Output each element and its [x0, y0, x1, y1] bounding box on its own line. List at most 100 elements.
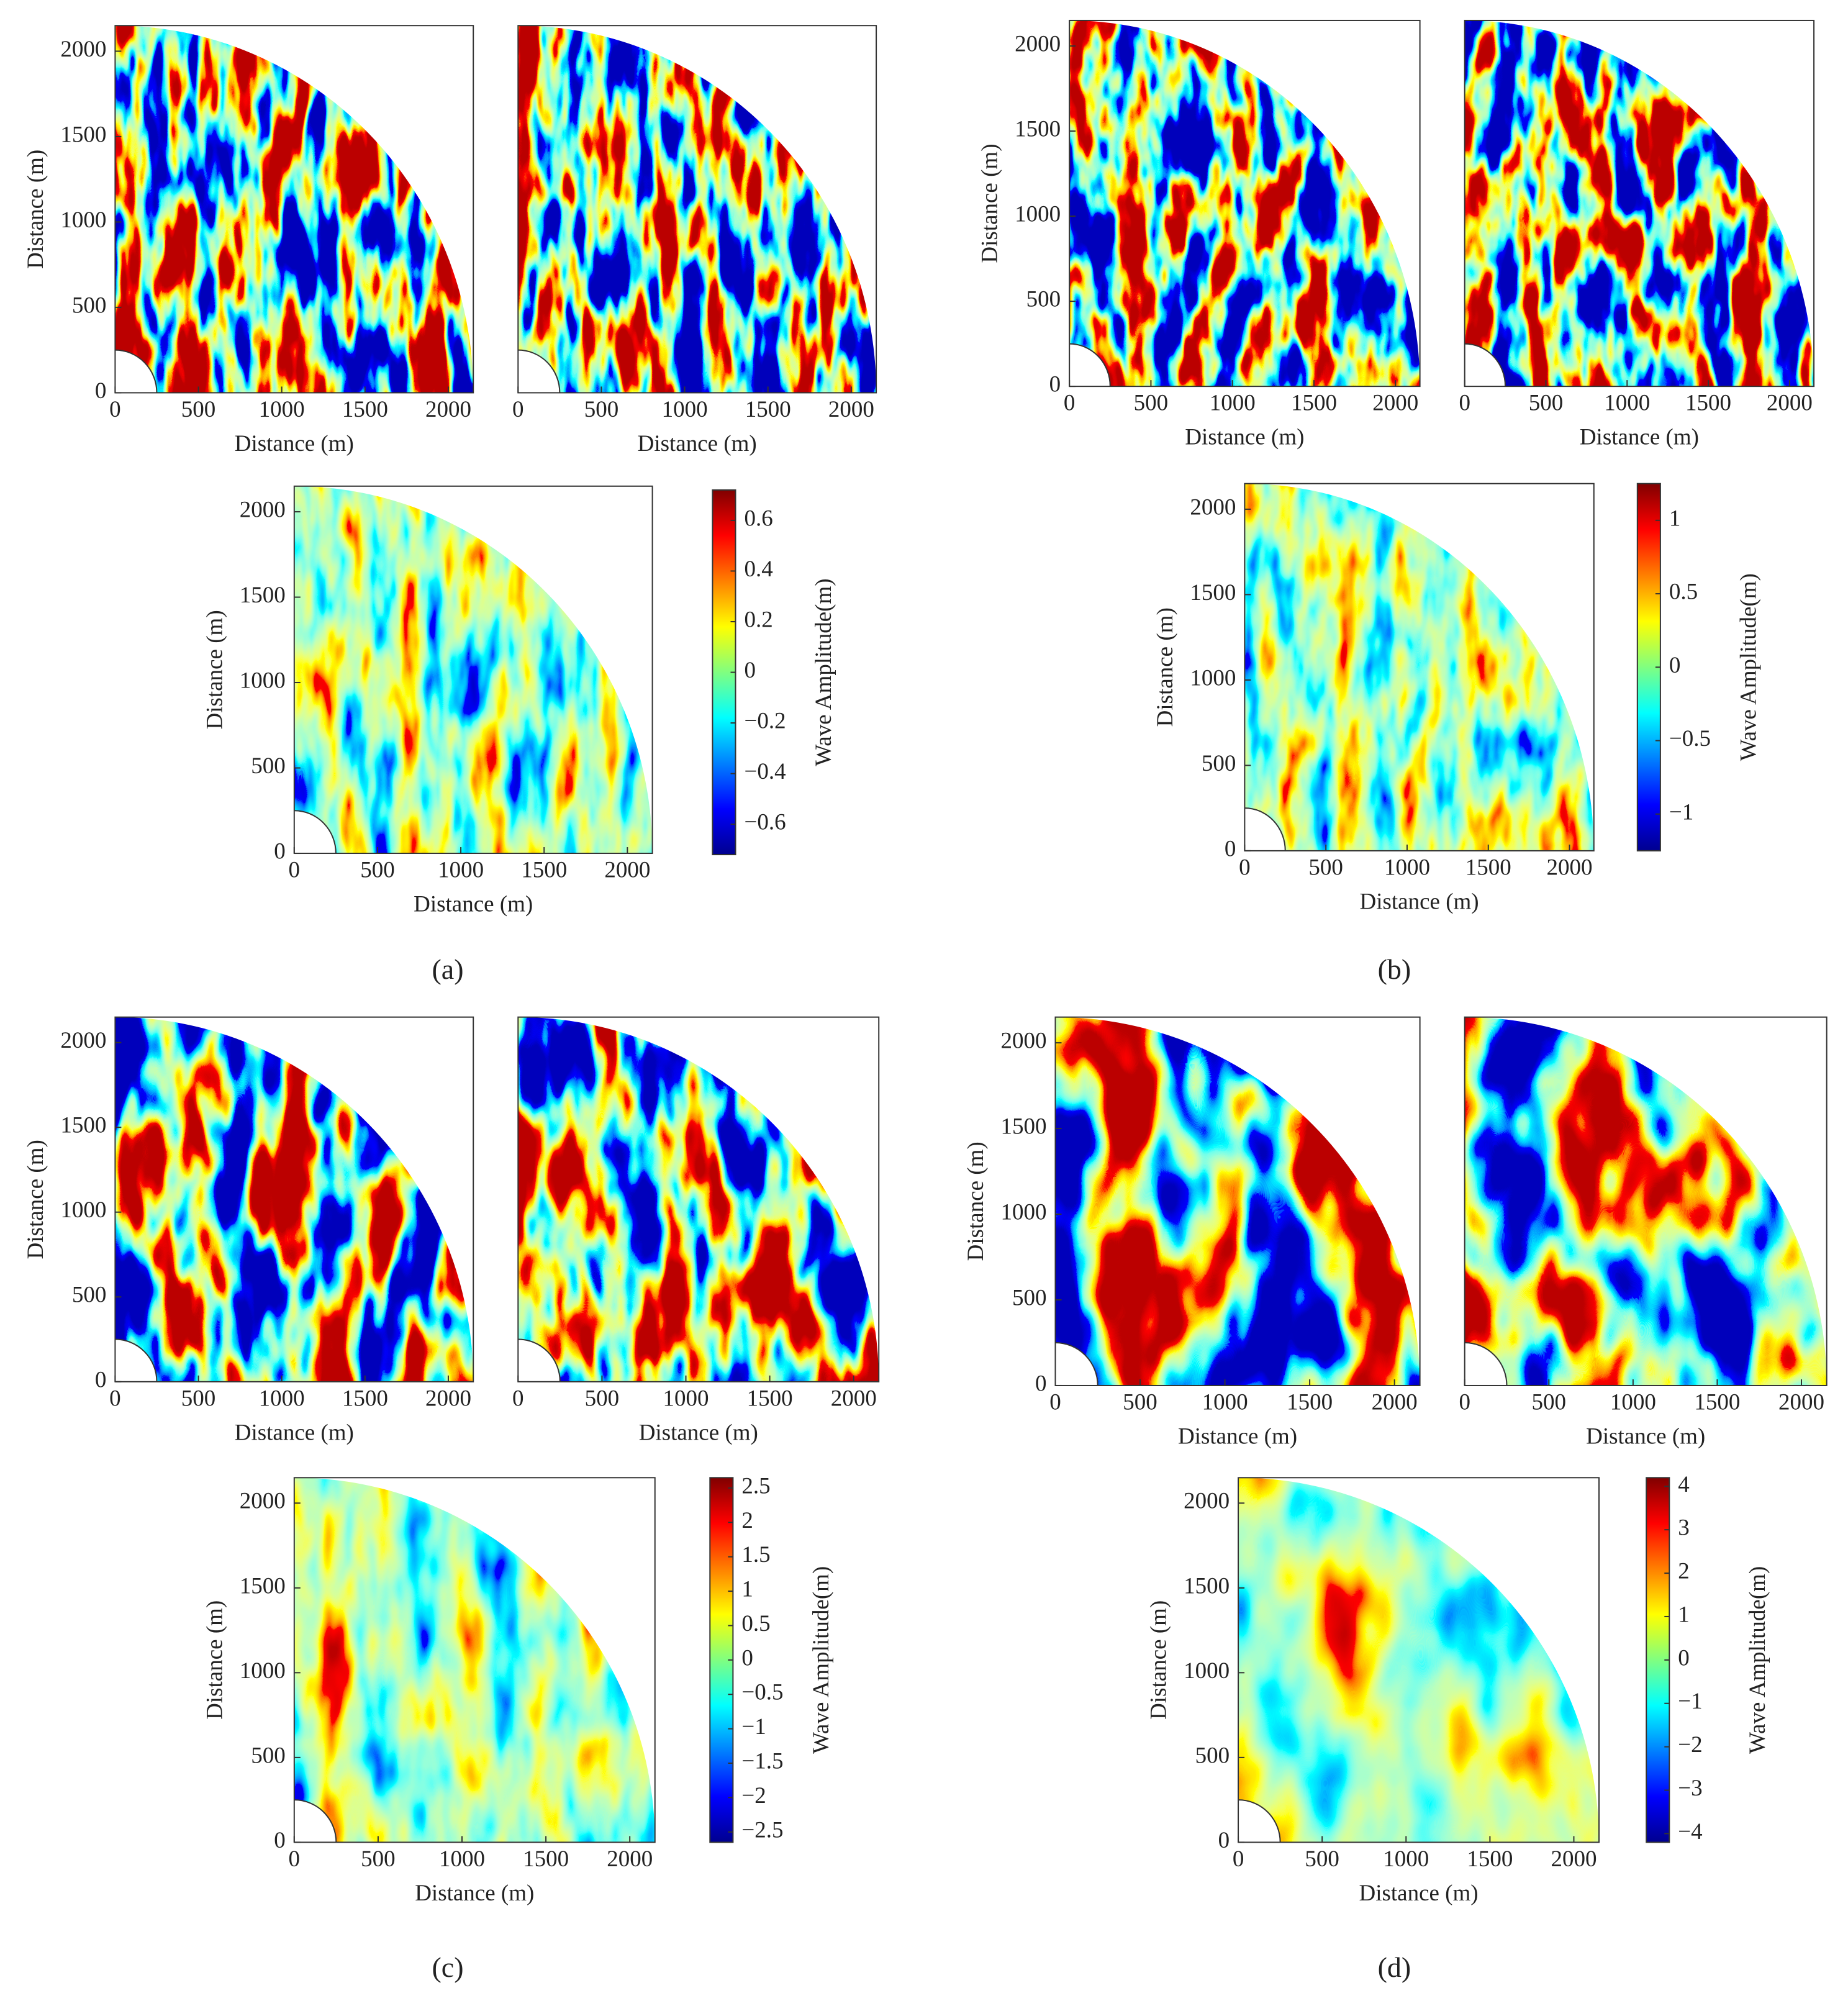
inner-arc	[115, 1338, 158, 1382]
axes-frame	[1069, 19, 1421, 388]
x-tick-label: 1000	[1604, 391, 1650, 416]
axes-frame	[114, 25, 474, 394]
wave-field	[294, 486, 653, 854]
colorbar-tick-label: −1	[1669, 799, 1693, 825]
colorbar-label: Wave Amplitude(m)	[811, 578, 836, 766]
x-tick-label: 1000	[662, 397, 708, 422]
colorbar-tick-label: −1	[741, 1714, 766, 1740]
axes-frame	[293, 485, 653, 855]
inner-arc	[294, 810, 337, 854]
colorbar-tick-label: 2	[741, 1508, 753, 1533]
x-tick-label: 1000	[259, 397, 305, 422]
x-tick-label: 0	[289, 1846, 301, 1872]
wave-field	[518, 25, 877, 393]
x-axis-label: Distance (m)	[638, 431, 757, 456]
y-tick-label: 1000	[60, 207, 106, 233]
colorbar-tick-label: −0.5	[1669, 726, 1711, 751]
y-tick-label: 1500	[240, 1573, 286, 1599]
x-tick-label: 1500	[747, 1386, 793, 1411]
x-tick-label: 2000	[1551, 1846, 1597, 1872]
x-axis-label: Distance (m)	[1360, 889, 1479, 914]
colorbar-tick-label: 0	[1678, 1645, 1690, 1671]
y-axis-label: Distance (m)	[1153, 607, 1178, 727]
y-tick-label: 2000	[1015, 32, 1061, 57]
x-tick-label: 500	[181, 397, 216, 422]
inner-arc	[1055, 1341, 1098, 1386]
inner-arc	[1464, 1341, 1508, 1386]
x-axis-label: Distance (m)	[1178, 1423, 1297, 1449]
colorbar-tick-label: 0.2	[745, 607, 773, 632]
axes-frame	[1464, 19, 1815, 388]
wave-field	[1238, 1477, 1599, 1843]
x-tick-label: 500	[1305, 1846, 1339, 1872]
wave-field	[1244, 483, 1594, 851]
y-tick-label: 500	[1012, 1285, 1047, 1310]
y-tick-label: 0	[1225, 836, 1236, 861]
x-tick-label: 2000	[1778, 1389, 1824, 1415]
x-tick-label: 1500	[523, 1846, 569, 1872]
x-tick-label: 1000	[1384, 855, 1430, 880]
x-tick-label: 1500	[1694, 1389, 1740, 1415]
panel-label: (d)	[1378, 1951, 1411, 1983]
colorbar-tick-label: −0.6	[745, 810, 786, 835]
colorbar-tick-label: −2.5	[741, 1817, 783, 1843]
y-tick-label: 2000	[240, 1489, 286, 1514]
x-tick-label: 2000	[831, 1386, 877, 1411]
x-tick-label: 2000	[1372, 1389, 1418, 1415]
y-tick-label: 1000	[1190, 665, 1236, 691]
axes-frame	[1244, 483, 1595, 851]
y-axis-label: Distance (m)	[23, 1140, 48, 1259]
axes-frame	[293, 1477, 656, 1843]
wave-field	[1055, 1017, 1420, 1386]
y-tick-label: 1500	[240, 583, 286, 608]
y-tick-label: 0	[274, 839, 286, 865]
y-tick-label: 1000	[240, 668, 286, 694]
x-tick-label: 1000	[439, 1846, 485, 1872]
y-tick-label: 0	[95, 378, 107, 404]
x-axis-label: Distance (m)	[235, 1420, 354, 1445]
x-axis-label: Distance (m)	[414, 892, 533, 917]
y-tick-label: 2000	[1001, 1028, 1047, 1054]
x-tick-label: 0	[1049, 1389, 1061, 1415]
y-axis-label: Distance (m)	[202, 1600, 227, 1720]
x-tick-label: 0	[1064, 391, 1076, 416]
colorbar-label: Wave Amplitude(m)	[808, 1566, 834, 1754]
y-tick-label: 2000	[1190, 494, 1236, 520]
colorbar-tick-label: 1.5	[741, 1542, 770, 1568]
x-tick-label: 500	[1308, 855, 1343, 880]
inner-arc	[518, 349, 561, 393]
y-tick-label: 1500	[1184, 1573, 1230, 1599]
x-tick-label: 0	[1233, 1846, 1244, 1872]
wave-field	[294, 1477, 655, 1843]
x-tick-label: 0	[109, 1386, 121, 1411]
inner-arc	[1238, 1799, 1281, 1843]
x-tick-label: 1000	[1202, 1389, 1248, 1415]
colorbar-tick-label: 3	[1678, 1515, 1690, 1541]
x-tick-label: 1500	[1291, 391, 1337, 416]
x-tick-label: 1000	[1210, 391, 1256, 416]
x-tick-label: 2000	[425, 397, 471, 422]
x-tick-label: 2000	[425, 1386, 471, 1411]
y-axis-label: Distance (m)	[202, 610, 227, 729]
x-tick-label: 0	[512, 1386, 524, 1411]
x-tick-label: 1500	[1467, 1846, 1513, 1872]
colorbar-label: Wave Amplitude(m)	[1736, 573, 1761, 761]
inner-arc	[518, 1338, 561, 1382]
colorbar-tick-label: −4	[1678, 1819, 1702, 1845]
y-tick-label: 1500	[60, 122, 106, 147]
colorbar-tick-label: 2	[1678, 1559, 1690, 1584]
x-tick-label: 0	[1459, 391, 1470, 416]
colorbar-tick-label: 4	[1678, 1472, 1690, 1497]
y-tick-label: 1500	[60, 1113, 106, 1138]
colorbar-tick-label: −3	[1678, 1776, 1702, 1801]
axes-frame	[517, 25, 877, 394]
axes-frame	[1054, 1016, 1421, 1386]
x-tick-label: 500	[1532, 1389, 1567, 1415]
x-tick-label: 1500	[521, 858, 567, 883]
y-axis-label: Distance (m)	[963, 1141, 989, 1261]
wave-field	[115, 1017, 474, 1382]
x-tick-label: 1000	[1610, 1389, 1656, 1415]
y-tick-label: 2000	[240, 497, 286, 523]
y-tick-label: 1000	[60, 1197, 106, 1223]
